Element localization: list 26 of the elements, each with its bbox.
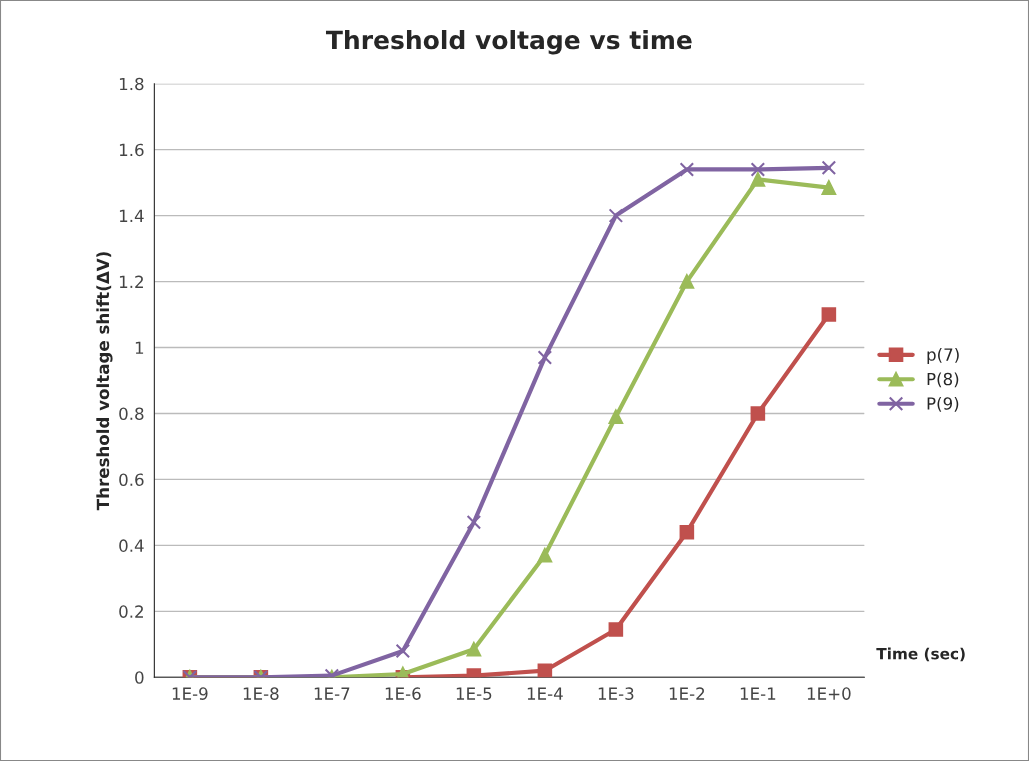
y-tick-label: 1 xyxy=(135,341,144,354)
y-tick-label: 1.4 xyxy=(119,209,144,222)
legend-label: P(8) xyxy=(927,372,959,388)
y-tick-label: 1.2 xyxy=(119,275,143,288)
y-axis-title: Threshold voltage shift(ΔV) xyxy=(96,252,113,511)
y-tick-label: 0.4 xyxy=(119,539,144,552)
legend-label: p(7) xyxy=(927,347,959,365)
x-tick-label: 1E-9 xyxy=(172,687,208,700)
x-tick-label: 1E-1 xyxy=(740,687,776,700)
x-tick-label: 1E-2 xyxy=(669,687,705,700)
x-tick-label: 1E+0 xyxy=(807,687,851,700)
chart-title: Threshold voltage vs time xyxy=(325,29,692,55)
x-tick-label: 1E-4 xyxy=(527,687,563,700)
y-tick-label: 1.6 xyxy=(119,143,144,157)
y-tick-label: 0 xyxy=(135,671,144,684)
y-tick-label: 0.2 xyxy=(119,605,143,618)
y-tick-label: 0.8 xyxy=(119,407,144,421)
x-tick-label: 1E-6 xyxy=(385,687,421,700)
x-tick-label: 1E-5 xyxy=(456,687,492,700)
y-tick-label: 1.8 xyxy=(119,77,144,91)
legend-label: P(9) xyxy=(927,396,959,412)
x-tick-label: 1E-8 xyxy=(243,687,279,700)
x-tick-label: 1E-7 xyxy=(314,687,350,700)
y-tick-label: 0.6 xyxy=(119,473,144,486)
x-axis-title: Time (sec) xyxy=(876,647,965,662)
x-tick-label: 1E-3 xyxy=(598,687,634,700)
